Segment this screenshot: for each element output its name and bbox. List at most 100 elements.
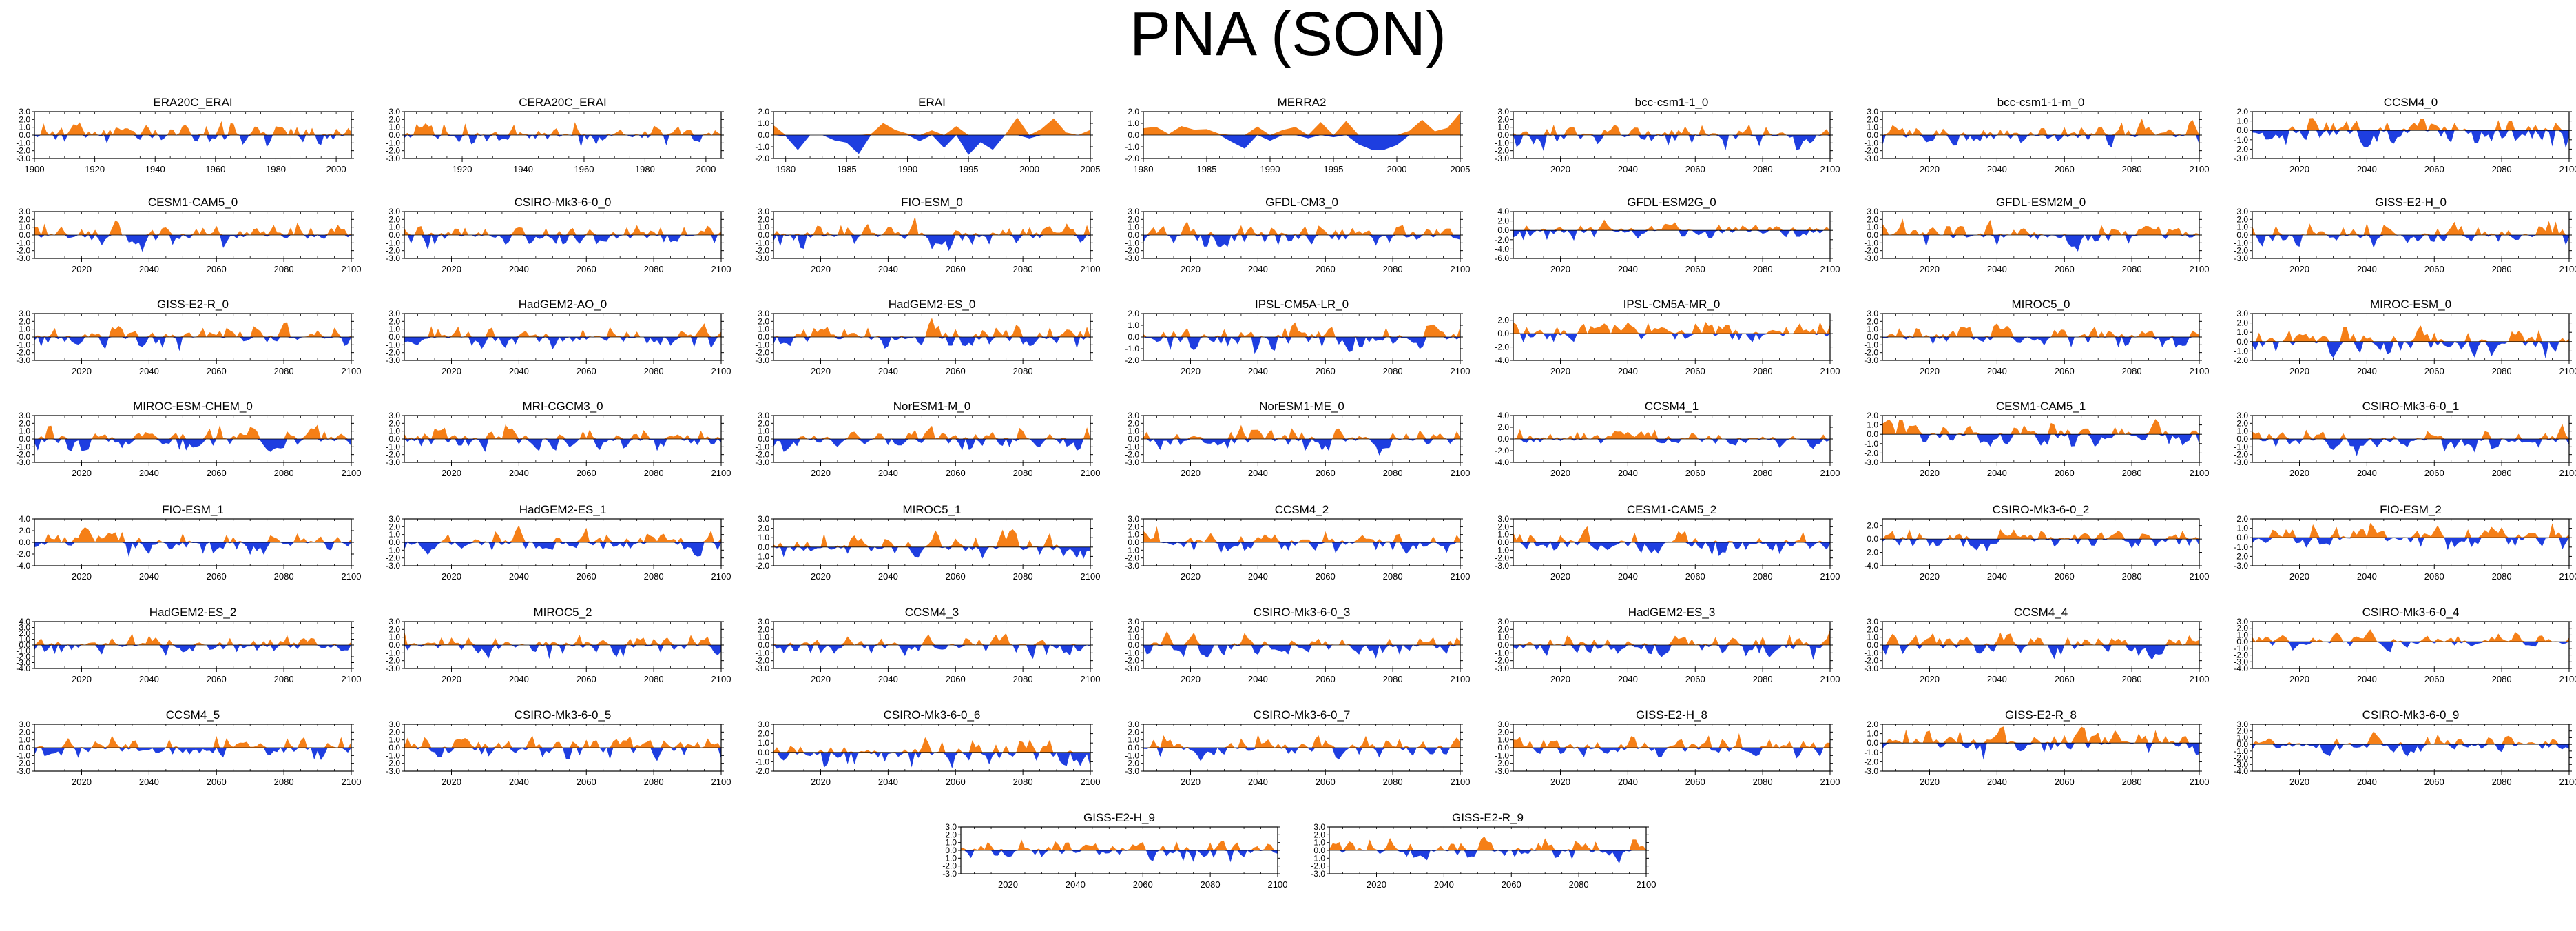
y-tick-label: -3.0 bbox=[1125, 766, 1139, 776]
y-tick-label: -1.0 bbox=[1125, 142, 1139, 152]
x-tick-label: 2020 bbox=[1920, 264, 1940, 274]
positive-area bbox=[404, 225, 721, 235]
x-tick-label: 2040 bbox=[509, 571, 529, 582]
y-tick-label: 2.0 bbox=[758, 107, 769, 116]
negative-area bbox=[1513, 135, 1830, 152]
positive-area bbox=[1143, 221, 1460, 235]
x-tick-label: 2020 bbox=[1181, 366, 1201, 376]
y-tick-label: 1.0 bbox=[388, 427, 400, 436]
positive-area bbox=[404, 735, 721, 748]
y-tick-label: 2.0 bbox=[1867, 214, 1878, 224]
y-tick-label: -1.0 bbox=[1125, 238, 1139, 247]
y-tick-label: -4.0 bbox=[1495, 244, 1509, 254]
y-tick-label: 0.0 bbox=[945, 846, 957, 855]
y-tick-label: -1.0 bbox=[1125, 442, 1139, 451]
panel-hadgem2-es-2: HadGEM2-ES_2 4.03.02.01.00.0-1.0-2.0-3.0-… bbox=[16, 606, 361, 684]
x-tick-label: 2020 bbox=[2289, 777, 2309, 787]
x-tick-label: 2040 bbox=[2357, 777, 2377, 787]
y-tick-label: 1.0 bbox=[2236, 116, 2248, 126]
x-tick-label: 2100 bbox=[1820, 164, 1840, 174]
y-tick-label: -1.0 bbox=[386, 238, 400, 247]
panel-title: MIROC5_0 bbox=[2011, 298, 2070, 311]
x-tick-label: 2020 bbox=[1920, 571, 1940, 582]
panel-title: HadGEM2-AO_0 bbox=[519, 298, 607, 311]
panel-title: CSIRO-Mk3-6-0_7 bbox=[1254, 708, 1351, 722]
x-tick-label: 2060 bbox=[2424, 571, 2444, 582]
x-tick-label: 2080 bbox=[2492, 264, 2512, 274]
x-tick-label: 2080 bbox=[644, 674, 664, 684]
x-tick-label: 2040 bbox=[1618, 264, 1638, 274]
positive-area bbox=[1329, 836, 1646, 850]
x-tick-label: 2040 bbox=[2357, 264, 2377, 274]
y-tick-label: 3.0 bbox=[1497, 617, 1509, 626]
y-tick-label: -3.0 bbox=[1495, 664, 1509, 673]
x-tick-label: 2100 bbox=[1820, 366, 1840, 376]
x-tick-label: 2020 bbox=[1920, 366, 1940, 376]
plot-frame bbox=[773, 518, 1091, 566]
y-tick-label: -2.0 bbox=[386, 146, 400, 156]
x-tick-label: 2060 bbox=[2055, 777, 2075, 787]
y-tick-label: -2.0 bbox=[1495, 656, 1509, 666]
y-tick-label: 0.0 bbox=[2236, 739, 2248, 749]
x-tick-label: 2100 bbox=[1451, 571, 1471, 582]
negative-area bbox=[773, 546, 1090, 559]
y-tick-label: 1.0 bbox=[758, 119, 769, 128]
y-tick-label: 1.0 bbox=[388, 530, 400, 540]
y-tick-label: 4.0 bbox=[19, 514, 30, 524]
y-tick-label: 3.0 bbox=[758, 514, 769, 524]
x-tick-label: 2020 bbox=[1181, 264, 1201, 274]
x-tick-label: 2060 bbox=[1316, 366, 1336, 376]
x-tick-label: 2020 bbox=[1181, 777, 1201, 787]
y-tick-label: 1.0 bbox=[758, 223, 769, 232]
y-tick-label: 2.0 bbox=[1497, 522, 1509, 531]
x-tick-label: 2100 bbox=[342, 571, 362, 582]
x-tick-label: 2080 bbox=[644, 366, 664, 376]
y-tick-label: 1.0 bbox=[2236, 733, 2248, 742]
y-tick-label: 2.0 bbox=[1497, 316, 1509, 325]
x-tick-label: 2040 bbox=[509, 674, 529, 684]
x-tick-label: 2020 bbox=[1550, 164, 1570, 174]
y-tick-label: 0.0 bbox=[388, 230, 400, 240]
y-tick-label: 0.0 bbox=[1497, 640, 1509, 650]
x-tick-label: 2100 bbox=[2559, 164, 2576, 174]
panel-title: CESM1-CAM5_0 bbox=[148, 196, 238, 209]
panel-cesm1-cam5-0: CESM1-CAM5_0 3.02.01.00.0-1.0-2.0-3.0 2020… bbox=[16, 196, 361, 274]
y-tick-label: 1.0 bbox=[1128, 735, 1139, 745]
y-tick-label: -2.0 bbox=[1125, 246, 1139, 256]
y-tick-label: -1.0 bbox=[386, 750, 400, 760]
x-tick-label: 2100 bbox=[1451, 264, 1471, 274]
x-tick-label: 2040 bbox=[1987, 468, 2007, 478]
x-tick-label: 2080 bbox=[1753, 674, 1773, 684]
panel-title: GFDL-ESM2M_0 bbox=[1996, 196, 2086, 209]
negative-area bbox=[404, 542, 721, 557]
x-tick-label: 2020 bbox=[1181, 571, 1201, 582]
x-tick-label: 2040 bbox=[878, 674, 898, 684]
x-tick-label: 2060 bbox=[946, 366, 966, 376]
x-tick-label: 2100 bbox=[1081, 777, 1101, 787]
x-tick-label: 2060 bbox=[946, 777, 966, 787]
y-tick-label: -1.0 bbox=[1864, 748, 1878, 757]
x-tick-label: 2040 bbox=[878, 468, 898, 478]
x-tick-label: 2020 bbox=[72, 366, 92, 376]
panel-title: CCSM4_3 bbox=[905, 606, 959, 619]
panel-bcc-csm1-1-m-0: bcc-csm1-1-m_0 3.02.01.00.0-1.0-2.0-3.0 20… bbox=[1864, 96, 2209, 174]
negative-area bbox=[1513, 334, 1830, 343]
x-tick-label: 2080 bbox=[644, 777, 664, 787]
x-tick-label: 2100 bbox=[711, 264, 731, 274]
y-tick-label: 0.0 bbox=[1497, 743, 1509, 753]
positive-area bbox=[404, 323, 721, 337]
negative-area bbox=[1882, 645, 2199, 660]
x-tick-label: 2040 bbox=[1618, 468, 1638, 478]
y-tick-label: 0.0 bbox=[1867, 429, 1878, 439]
negative-area bbox=[773, 752, 1090, 768]
panel-ipsl-cm5a-lr-0: IPSL-CM5A-LR_0 2.0 1.0 0.0 -1.0 -2.0 2020 2040 2… bbox=[1125, 298, 1470, 376]
y-tick-label: -2.0 bbox=[1495, 146, 1509, 156]
y-tick-label: -3.0 bbox=[755, 254, 769, 263]
y-tick-label: -2.0 bbox=[1311, 861, 1325, 871]
y-tick-label: -3.0 bbox=[2234, 154, 2248, 163]
y-tick-label: 3.0 bbox=[758, 309, 769, 318]
y-tick-label: 2.0 bbox=[758, 729, 769, 739]
y-tick-label: 2.0 bbox=[19, 526, 30, 535]
panel-erai: ERAI 2.0 1.0 0.0 -1.0 -2.0 1980 1985 1990 1995 200… bbox=[755, 96, 1100, 174]
